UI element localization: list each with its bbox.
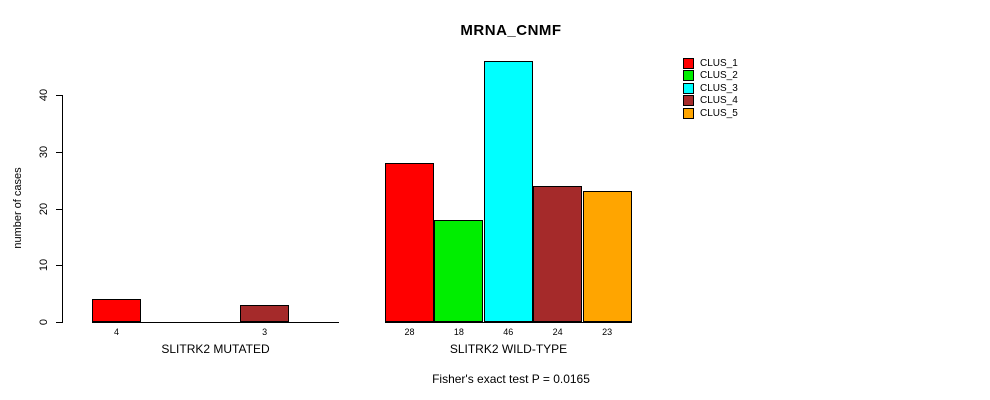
legend-swatch [683, 58, 694, 69]
bar-value-label: 4 [113, 327, 119, 337]
legend-swatch [683, 82, 694, 94]
bar-value-label: 23 [602, 327, 613, 337]
y-tick-label: 40 [38, 88, 50, 102]
y-tick-label: 20 [38, 202, 50, 215]
y-tick-label: 30 [38, 145, 50, 158]
group-label: SLITRK2 WILD-TYPE [449, 342, 568, 356]
group-baseline [92, 322, 339, 323]
y-tick [56, 151, 62, 153]
bar-value-label: 3 [262, 327, 268, 337]
bar-clus_4 [533, 185, 583, 322]
group-baseline [385, 322, 632, 323]
y-tick-label: 0 [38, 318, 50, 326]
y-tick [56, 95, 62, 96]
group-label: SLITRK2 MUTATED [161, 342, 270, 356]
annotation-text: Fisher's exact test P = 0.0165 [432, 372, 590, 386]
bar-clus_4 [240, 304, 290, 322]
legend-label: CLUS_3 [700, 82, 738, 94]
y-tick [56, 208, 62, 210]
legend-swatch [683, 70, 694, 82]
bar-value-label: 18 [453, 327, 464, 337]
y-axis-label: number of cases [12, 167, 24, 249]
bar-value-label: 24 [552, 327, 563, 337]
legend-label: CLUS_1 [700, 58, 738, 69]
bar-clus_1 [385, 163, 434, 322]
chart-title: MRNA_CNMF [460, 22, 562, 39]
legend-label: CLUS_2 [700, 70, 738, 82]
bar-clus_3 [483, 60, 533, 322]
bar-value-label: 28 [404, 327, 415, 337]
y-axis-line [62, 95, 63, 323]
bar-clus_5 [582, 191, 632, 322]
y-tick [56, 322, 62, 323]
bar-clus_1 [92, 299, 141, 322]
y-tick [56, 265, 62, 267]
y-tick-label: 10 [38, 259, 50, 272]
legend-label: CLUS_5 [700, 107, 738, 119]
bar-clus_2 [434, 219, 484, 322]
legend-swatch [683, 107, 694, 119]
legend-label: CLUS_4 [700, 95, 738, 107]
legend-swatch [683, 95, 694, 107]
bar-value-label: 46 [503, 327, 514, 337]
